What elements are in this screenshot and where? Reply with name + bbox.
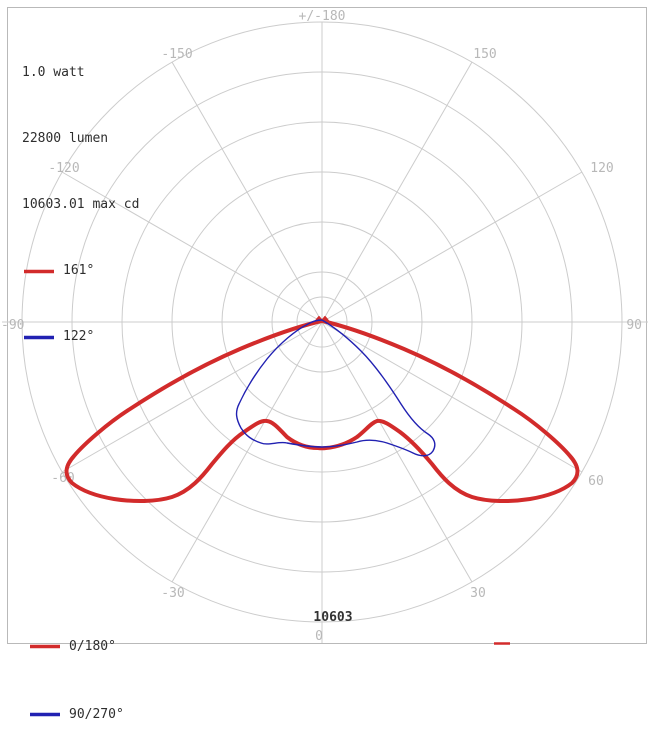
- angle-label--90: -90: [1, 318, 24, 333]
- angle-label-120: 120: [590, 161, 613, 176]
- radial-line--30: [171, 321, 323, 583]
- c0-180-curve-apex: [314, 316, 330, 323]
- legend-c0-row: 0/180°: [28, 635, 124, 657]
- radial-line-30: [321, 321, 473, 583]
- c0-180-curve: [64, 318, 580, 504]
- angle-label-150: 150: [473, 47, 496, 62]
- c90-270-curve: [235, 319, 436, 457]
- angle-label-180: +/-180: [299, 9, 346, 24]
- beam-angle-c90: 122°: [63, 329, 95, 344]
- beam-angle-c0: 161°: [63, 263, 95, 278]
- max-cd-value: 10603.01 max cd: [22, 197, 140, 212]
- blue-line-swatch-icon: [24, 335, 54, 339]
- angle-label--120: -120: [48, 161, 79, 176]
- max-cd-axis-label: 10603: [313, 610, 352, 625]
- angle-label--30: -30: [161, 586, 184, 601]
- radial-line-60: [321, 321, 583, 473]
- radial-line--120: [61, 171, 323, 323]
- radial-line--150: [171, 61, 323, 323]
- beam-angle-c0-row: 161°: [22, 260, 139, 282]
- lumen-value: 22800 lumen: [22, 131, 109, 146]
- radial-line--60: [61, 321, 323, 473]
- angle-label-0: 0: [315, 629, 323, 644]
- photometric-polar-chart: +/-180 -150 150 -120 120 -90 90 -60 60 -…: [1, 7, 648, 645]
- legend-c90-row: 90/270°: [28, 703, 124, 725]
- radial-line-150: [321, 61, 473, 323]
- angle-labels: +/-180 -150 150 -120 120 -90 90 -60 60 -…: [1, 9, 642, 644]
- beam-angle-c90-row: 122°: [22, 326, 139, 348]
- radial-line-120: [321, 171, 583, 323]
- info-block: 1.0 watt 22800 lumen 10603.01 max cd 161…: [22, 18, 139, 370]
- chart-border: [7, 7, 647, 644]
- legend-c0-label: 0/180°: [69, 638, 116, 654]
- plane-legend: 0/180° 90/270°: [28, 589, 124, 748]
- angle-label--150: -150: [161, 47, 192, 62]
- blue-line-swatch-icon: [30, 712, 60, 716]
- red-line-swatch-icon: [24, 269, 54, 273]
- angle-label-60: 60: [588, 474, 604, 489]
- legend-c90-label: 90/270°: [69, 706, 124, 722]
- red-line-swatch-icon: [30, 644, 60, 648]
- angle-label-30: 30: [470, 586, 486, 601]
- angle-label-90: 90: [626, 318, 642, 333]
- watt-value: 1.0 watt: [22, 65, 85, 80]
